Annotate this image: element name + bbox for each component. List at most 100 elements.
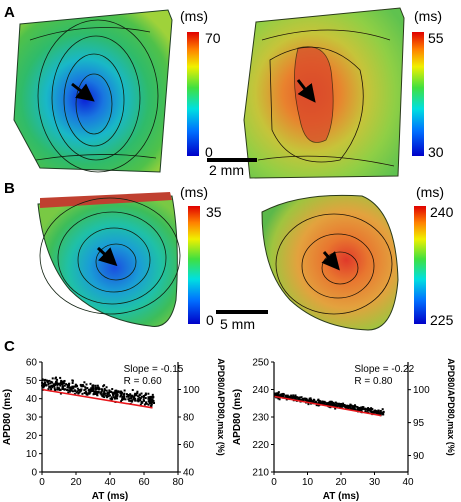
data-point: [376, 411, 379, 414]
unit-b-right: (ms): [416, 184, 444, 200]
data-point: [77, 389, 80, 392]
data-point: [70, 389, 73, 392]
data-point: [134, 399, 137, 402]
data-point: [372, 411, 375, 414]
data-point: [79, 383, 82, 386]
data-point: [277, 397, 280, 400]
data-point: [137, 398, 140, 401]
x-tick-label: 60: [138, 477, 150, 488]
data-point: [148, 402, 151, 405]
y-tick-label: 230: [252, 413, 269, 424]
data-point: [354, 405, 357, 408]
cb-a-right-min: 30: [428, 144, 444, 160]
data-point: [109, 394, 112, 397]
data-point: [108, 389, 111, 392]
data-point: [147, 397, 150, 400]
y-tick-label: 20: [26, 431, 38, 442]
data-point: [55, 376, 58, 379]
data-point: [149, 399, 152, 402]
data-point: [96, 390, 99, 393]
data-point: [61, 385, 64, 388]
data-point: [349, 406, 352, 409]
data-point: [273, 394, 276, 397]
data-point: [333, 402, 336, 405]
data-point: [332, 401, 335, 404]
data-point: [309, 399, 312, 402]
data-point: [137, 400, 140, 403]
x-tick-label: 10: [302, 477, 314, 488]
data-point: [336, 405, 339, 408]
data-point: [317, 404, 320, 407]
data-point: [111, 391, 114, 394]
data-point: [70, 387, 73, 390]
data-point: [51, 377, 54, 380]
data-point: [88, 392, 91, 395]
data-point: [106, 396, 109, 399]
data-point: [290, 394, 293, 397]
data-point: [143, 403, 146, 406]
data-point: [100, 393, 103, 396]
data-point: [103, 389, 106, 392]
data-point: [329, 403, 332, 406]
data-point: [321, 400, 324, 403]
data-point: [293, 396, 296, 399]
data-point: [361, 408, 364, 411]
data-point: [277, 391, 280, 394]
scatter-chart-right: 0 10 20 30 40 210 220 230 240 250 90 95 100 AT (ms) AP…: [232, 358, 456, 502]
data-point: [84, 390, 87, 393]
data-point: [340, 402, 343, 405]
data-point: [93, 392, 96, 395]
data-point: [61, 383, 64, 386]
data-point: [278, 398, 281, 401]
data-point: [65, 383, 68, 386]
data-point: [42, 386, 45, 389]
data-point: [148, 399, 151, 402]
data-point: [340, 404, 343, 407]
x-axis-label: AT (ms): [323, 491, 359, 502]
data-point: [349, 405, 352, 408]
colorbar-b-right: [414, 206, 426, 324]
data-point: [337, 402, 340, 405]
data-point: [147, 403, 150, 406]
data-point: [48, 379, 51, 382]
data-point: [147, 400, 150, 403]
data-point: [86, 387, 89, 390]
data-point: [365, 411, 368, 414]
data-point: [56, 383, 59, 386]
data-point: [47, 383, 50, 386]
data-point: [280, 394, 283, 397]
y2-tick-label: 100: [413, 385, 430, 396]
data-point: [294, 394, 297, 397]
data-point: [103, 396, 106, 399]
data-point: [314, 400, 317, 403]
data-point: [315, 404, 318, 407]
data-point: [138, 393, 141, 396]
data-point: [136, 392, 139, 395]
data-point: [101, 395, 104, 398]
data-point: [96, 384, 99, 387]
data-point: [71, 387, 74, 390]
data-point: [107, 391, 110, 394]
data-point: [121, 391, 124, 394]
y-tick-label: 50: [26, 376, 38, 387]
data-point: [113, 397, 116, 400]
data-point: [280, 395, 283, 398]
tissue-map-b-left: [37, 192, 181, 327]
data-point: [103, 387, 106, 390]
data-point: [50, 381, 53, 384]
data-point: [149, 402, 152, 405]
scalebar-b: [216, 310, 268, 314]
data-point: [66, 389, 69, 392]
y-axis-label: APD80 (ms): [232, 389, 243, 445]
data-point: [356, 406, 359, 409]
data-point: [47, 382, 50, 385]
data-point: [121, 398, 124, 401]
data-point: [127, 394, 130, 397]
panel-label-b: B: [4, 180, 15, 197]
data-point: [364, 408, 367, 411]
data-point: [133, 397, 136, 400]
data-point: [358, 408, 361, 411]
data-point: [97, 391, 100, 394]
data-point: [282, 393, 285, 396]
